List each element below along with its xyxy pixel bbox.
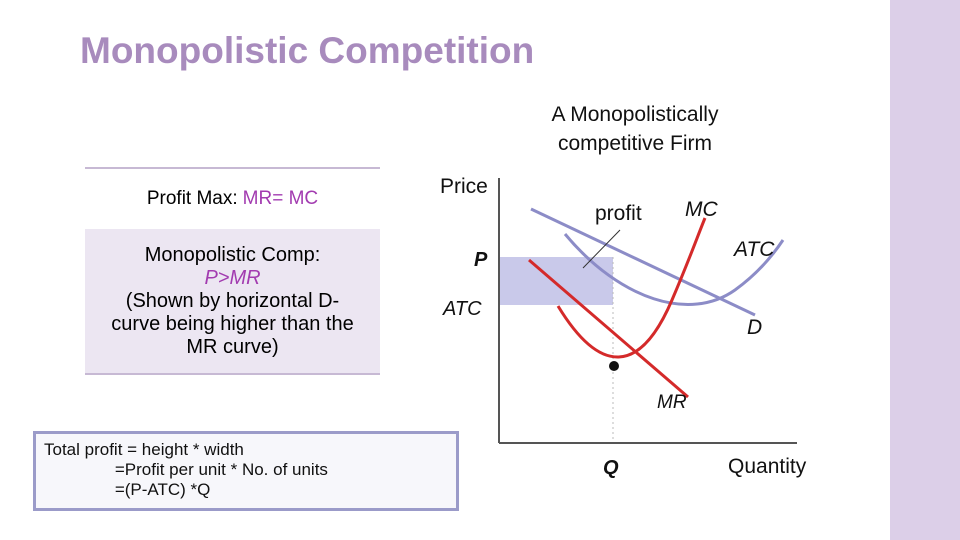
atc-axis-label: ATC <box>442 298 482 320</box>
monopolistic-firm-diagram: Price P ATC profit MC ATC D MR Q Quantit… <box>440 175 807 479</box>
mc-curve <box>556 217 707 359</box>
monopolistic-comp-note-1: (Shown by horizontal D- <box>125 289 340 312</box>
mr-mc-intersection-dot <box>609 361 619 371</box>
demand-curve-label: D <box>747 316 762 339</box>
slide-title: Monopolistic Competition <box>80 30 535 71</box>
monopolistic-comp-note-3: MR curve) <box>186 335 279 358</box>
chart-title: A Monopolistically competitive Firm <box>510 100 760 158</box>
monopolistic-comp-label: Monopolistic Comp: <box>144 243 321 266</box>
mr-curve-label: MR <box>657 392 687 413</box>
mr-curve <box>528 258 689 399</box>
atc-curve-label: ATC <box>732 238 775 261</box>
p-label: P <box>474 249 488 271</box>
formula-line-2: =Profit per unit * No. of units <box>44 460 328 479</box>
monopolistic-comp-row: Monopolistic Comp: P>MR (Shown by horizo… <box>85 229 380 375</box>
profit-max-condition: MR= MC <box>242 188 319 209</box>
monopolistic-comp-condition: P>MR <box>204 266 261 289</box>
side-bar <box>890 0 960 540</box>
demand-curve <box>530 207 756 317</box>
profit-label: profit <box>595 202 642 225</box>
formula-line-1: Total profit = height * width <box>44 440 244 459</box>
mc-curve-label: MC <box>685 198 718 221</box>
monopolistic-comp-note-2: curve being higher than the <box>111 312 354 335</box>
atc-curve <box>563 233 785 306</box>
chart-title-line-1: A Monopolistically <box>551 103 719 126</box>
y-axis-label: Price <box>440 175 488 198</box>
profit-max-label: Profit Max: <box>146 188 238 209</box>
total-profit-formula-box: Total profit = height * width =Profit pe… <box>33 431 459 511</box>
profit-pointer-line <box>582 229 621 269</box>
formula-line-3: =(P-ATC) *Q <box>44 480 211 499</box>
q-label: Q <box>603 457 619 479</box>
x-axis-label: Quantity <box>728 455 807 478</box>
chart-title-line-2: competitive Firm <box>557 132 713 155</box>
